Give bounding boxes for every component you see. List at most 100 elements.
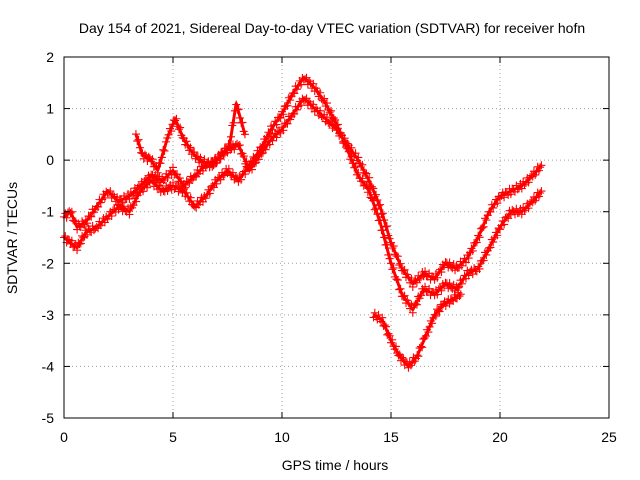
data-point	[224, 164, 233, 173]
data-point	[159, 145, 168, 154]
data-point	[226, 132, 235, 141]
data-point	[373, 196, 382, 205]
data-point	[190, 148, 199, 157]
data-point	[362, 169, 371, 178]
data-point	[534, 192, 543, 201]
data-point	[135, 143, 144, 152]
data-point	[83, 230, 92, 239]
data-point	[169, 178, 177, 187]
data-point	[153, 168, 162, 177]
data-point	[351, 162, 360, 171]
data-point	[382, 322, 391, 331]
data-point	[190, 171, 199, 180]
data-point	[393, 252, 402, 261]
data-point	[399, 292, 408, 301]
data-point	[350, 163, 359, 172]
data-point	[183, 177, 192, 186]
data-point	[212, 179, 221, 188]
x-axis-title: GPS time / hours	[282, 457, 389, 473]
data-point	[508, 205, 517, 214]
data-point	[520, 180, 529, 189]
data-point	[301, 75, 310, 84]
data-point	[537, 187, 546, 196]
data-point	[500, 220, 509, 229]
data-point	[94, 202, 103, 211]
data-point	[104, 188, 113, 197]
data-point	[196, 153, 205, 162]
series-trace-b	[60, 73, 546, 317]
data-point	[434, 306, 443, 315]
data-point	[456, 290, 465, 299]
data-point	[431, 312, 440, 321]
data-point	[445, 258, 454, 267]
data-point	[385, 254, 394, 263]
data-point	[275, 127, 284, 136]
data-point	[133, 137, 142, 146]
data-point	[85, 212, 94, 221]
data-point	[182, 137, 191, 146]
data-point	[279, 126, 288, 135]
data-point	[382, 240, 391, 249]
plot-frame	[63, 56, 610, 419]
data-point	[399, 266, 408, 275]
data-point	[163, 173, 172, 182]
data-point	[354, 168, 363, 177]
data-point	[382, 222, 391, 231]
data-point	[258, 142, 267, 151]
data-point	[125, 210, 134, 219]
data-point	[157, 153, 166, 162]
data-point	[190, 202, 199, 211]
data-point	[139, 187, 148, 196]
data-point	[376, 200, 385, 209]
data-point	[489, 203, 498, 212]
data-point	[235, 141, 244, 150]
data-point	[396, 284, 405, 293]
data-point	[132, 197, 141, 206]
data-point	[205, 189, 214, 198]
data-point	[421, 267, 430, 276]
data-point	[430, 310, 439, 319]
data-point	[140, 150, 149, 159]
data-point	[395, 285, 404, 294]
data-point	[283, 101, 292, 110]
data-point	[457, 261, 466, 270]
data-point	[261, 137, 270, 146]
data-point	[506, 190, 515, 199]
data-point	[240, 130, 249, 139]
data-point	[340, 136, 349, 145]
data-point	[365, 184, 374, 193]
data-point	[468, 246, 477, 255]
data-point	[151, 178, 160, 187]
data-point	[322, 113, 331, 122]
data-point	[536, 163, 545, 172]
data-point	[433, 273, 442, 282]
data-point	[411, 276, 420, 285]
data-point	[172, 114, 181, 123]
y-tick-label: -3	[42, 307, 55, 323]
data-point	[392, 275, 401, 284]
data-point	[239, 152, 248, 161]
data-point	[301, 95, 310, 104]
data-point	[181, 183, 190, 192]
data-point	[115, 201, 124, 210]
data-point	[524, 178, 533, 187]
x-tick-label: 20	[492, 429, 508, 445]
data-point	[235, 113, 244, 122]
data-point	[182, 188, 191, 197]
data-point	[437, 268, 446, 277]
data-point	[396, 259, 405, 268]
data-point	[369, 196, 378, 205]
data-point	[372, 204, 381, 213]
data-point	[297, 80, 306, 89]
data-point	[486, 207, 495, 216]
data-point	[225, 142, 234, 151]
data-point	[292, 105, 301, 114]
data-point	[297, 101, 306, 110]
data-point	[389, 242, 398, 251]
data-point	[358, 160, 367, 169]
data-point	[143, 183, 152, 192]
data-point	[455, 292, 464, 301]
data-point	[344, 147, 353, 156]
data-point	[234, 141, 243, 150]
data-point	[420, 333, 429, 342]
